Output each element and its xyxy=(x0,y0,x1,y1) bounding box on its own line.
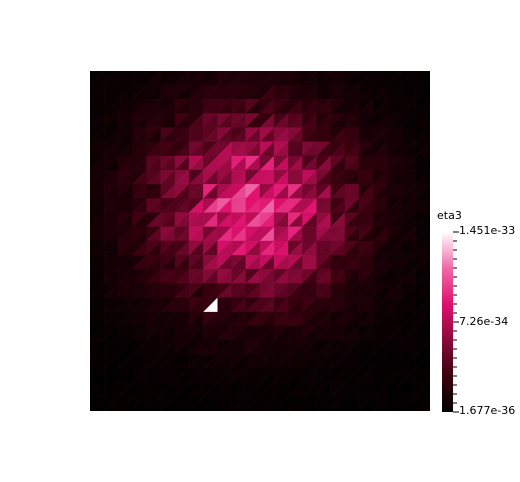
colorbar-max-label: 1.451e-33 xyxy=(459,224,516,237)
colorbar: eta3 1.451e-33 7.26e-34 1.677e-36 xyxy=(432,205,520,425)
heatmap-svg xyxy=(89,70,431,412)
heatmap-plot xyxy=(89,70,431,412)
colorbar-bar xyxy=(442,232,453,412)
colorbar-min-label: 1.677e-36 xyxy=(459,404,516,417)
colorbar-mid-label: 7.26e-34 xyxy=(459,315,509,328)
colorbar-gradient xyxy=(442,231,459,413)
colorbar-title: eta3 xyxy=(437,209,462,222)
heatmap-peak-cell xyxy=(203,297,218,312)
